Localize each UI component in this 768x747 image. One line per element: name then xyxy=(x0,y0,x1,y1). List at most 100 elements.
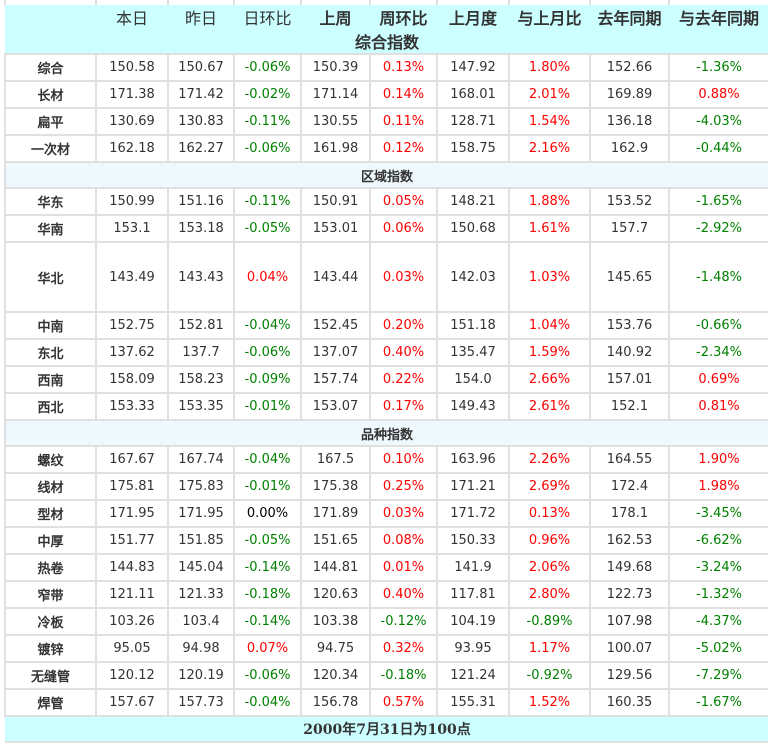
data-cell: -0.04% xyxy=(233,311,302,340)
table-row: 华北 143.49 143.43 0.04% 143.44 0.03% 142.03 1.03… xyxy=(4,241,768,313)
data-cell: 150.91 xyxy=(300,187,371,216)
data-cell: -0.14% xyxy=(233,607,302,636)
data-cell: 120.12 xyxy=(95,661,169,690)
data-cell: -6.62% xyxy=(668,526,768,555)
column-header-row: 本日 昨日 日环比 上周 周环比 上月度 与上月比 去年同期 与去年同期 xyxy=(5,5,768,29)
data-cell: 171.95 xyxy=(95,499,169,528)
data-cell: 0.11% xyxy=(369,107,438,136)
table-row: 窄带 121.11 121.33 -0.18% 120.63 0.40% 117.81 2.8… xyxy=(4,580,768,609)
data-cell: 0.06% xyxy=(369,214,438,243)
data-cell: -1.67% xyxy=(668,688,768,717)
row-label: 华北 xyxy=(4,241,97,313)
data-cell: 1.61% xyxy=(508,214,591,243)
data-cell: 151.65 xyxy=(300,526,371,555)
column-header: 与上月比 xyxy=(509,5,590,29)
table-row: 综合 150.58 150.67 -0.06% 150.39 0.13% 147.92 1.8… xyxy=(4,53,768,82)
data-cell: 0.03% xyxy=(369,241,438,313)
data-cell: 153.35 xyxy=(167,392,235,421)
data-cell: 103.38 xyxy=(300,607,371,636)
data-cell: 1.54% xyxy=(508,107,591,136)
data-cell: 135.47 xyxy=(436,338,510,367)
table-row: 热卷 144.83 145.04 -0.14% 144.81 0.01% 141.9 2.06… xyxy=(4,553,768,582)
data-cell: 0.69% xyxy=(668,365,768,394)
row-label: 一次材 xyxy=(4,134,97,163)
data-cell: 0.13% xyxy=(508,499,591,528)
data-cell: -0.06% xyxy=(233,134,302,163)
data-cell: 120.34 xyxy=(300,661,371,690)
data-cell: 157.74 xyxy=(300,365,371,394)
data-cell: 0.01% xyxy=(369,553,438,582)
data-cell: 137.7 xyxy=(167,338,235,367)
data-cell: 144.83 xyxy=(95,553,169,582)
data-cell: 162.53 xyxy=(589,526,670,555)
data-cell: -0.12% xyxy=(369,607,438,636)
data-cell: 171.72 xyxy=(436,499,510,528)
column-header: 与去年同期 xyxy=(669,5,768,29)
table-row: 长材 171.38 171.42 -0.02% 171.14 0.14% 168.01 2.0… xyxy=(4,80,768,109)
row-label: 中厚 xyxy=(4,526,97,555)
data-cell: 162.27 xyxy=(167,134,235,163)
data-cell: 150.68 xyxy=(436,214,510,243)
data-cell: 2.01% xyxy=(508,80,591,109)
data-cell: 0.08% xyxy=(369,526,438,555)
data-cell: 0.81% xyxy=(668,392,768,421)
data-cell: 130.69 xyxy=(95,107,169,136)
data-cell: 171.95 xyxy=(167,499,235,528)
spacer-cell xyxy=(369,0,438,5)
data-cell: 171.38 xyxy=(95,80,169,109)
data-cell: 121.24 xyxy=(436,661,510,690)
data-cell: 104.19 xyxy=(436,607,510,636)
data-cell: 0.25% xyxy=(369,472,438,501)
spacer-cell xyxy=(436,0,510,5)
column-header: 周环比 xyxy=(370,5,437,29)
data-cell: 1.03% xyxy=(508,241,591,313)
data-cell: 158.23 xyxy=(167,365,235,394)
data-cell: 175.81 xyxy=(95,472,169,501)
data-cell: 145.65 xyxy=(589,241,670,313)
data-cell: 120.63 xyxy=(300,580,371,609)
data-cell: 175.38 xyxy=(300,472,371,501)
data-cell: 155.31 xyxy=(436,688,510,717)
data-cell: 143.49 xyxy=(95,241,169,313)
data-cell: -0.18% xyxy=(369,661,438,690)
data-cell: 2.66% xyxy=(508,365,591,394)
data-cell: -0.04% xyxy=(233,688,302,717)
data-cell: -4.03% xyxy=(668,107,768,136)
table-row: 华南 153.1 153.18 -0.05% 153.01 0.06% 150.68 1.61… xyxy=(4,214,768,243)
data-cell: 164.55 xyxy=(589,445,670,474)
table-row: 型材 171.95 171.95 0.00% 171.89 0.03% 171.72 0.13… xyxy=(4,499,768,528)
spacer-cell xyxy=(167,0,235,5)
data-cell: 150.99 xyxy=(95,187,169,216)
data-cell: 152.45 xyxy=(300,311,371,340)
data-cell: -0.01% xyxy=(233,392,302,421)
data-cell: 2.06% xyxy=(508,553,591,582)
column-header: 去年同期 xyxy=(590,5,669,29)
footer-note: 2000年7月31日为100点 xyxy=(5,715,768,743)
data-cell: 154.0 xyxy=(436,365,510,394)
data-cell: 163.96 xyxy=(436,445,510,474)
data-cell: 0.00% xyxy=(233,499,302,528)
column-header xyxy=(5,5,96,29)
spacer-cell xyxy=(4,0,97,5)
row-label: 华南 xyxy=(4,214,97,243)
data-cell: 94.98 xyxy=(167,634,235,663)
data-cell: -0.11% xyxy=(233,107,302,136)
data-cell: 1.04% xyxy=(508,311,591,340)
spacer-cell xyxy=(589,0,670,5)
data-cell: 0.03% xyxy=(369,499,438,528)
data-cell: -2.92% xyxy=(668,214,768,243)
data-cell: 160.35 xyxy=(589,688,670,717)
data-cell: 150.39 xyxy=(300,53,371,82)
data-cell: 122.73 xyxy=(589,580,670,609)
data-cell: -0.01% xyxy=(233,472,302,501)
data-cell: 162.9 xyxy=(589,134,670,163)
section-header-row: 品种指数 xyxy=(4,419,768,447)
table-row: 西南 158.09 158.23 -0.09% 157.74 0.22% 154.0 2.66… xyxy=(4,365,768,394)
table-row: 扁平 130.69 130.83 -0.11% 130.55 0.11% 128.71 1.5… xyxy=(4,107,768,136)
data-cell: 1.98% xyxy=(668,472,768,501)
table-row: 华东 150.99 151.16 -0.11% 150.91 0.05% 148.21 1.8… xyxy=(4,187,768,216)
row-label: 螺纹 xyxy=(4,445,97,474)
data-cell: -0.05% xyxy=(233,214,302,243)
data-cell: 145.04 xyxy=(167,553,235,582)
section-header-row: 区域指数 xyxy=(4,161,768,189)
